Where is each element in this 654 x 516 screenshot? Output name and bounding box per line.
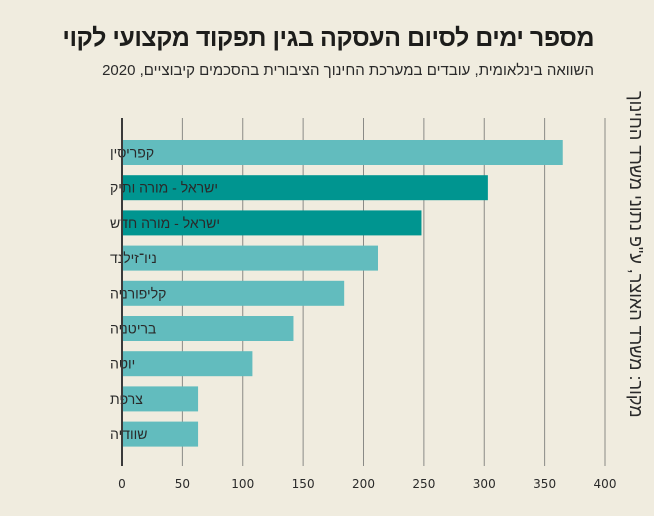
category-label: בריטניה (110, 321, 156, 337)
x-tick-label: 0 (118, 477, 126, 491)
category-label: ישראל - מורה ותיק (110, 180, 218, 196)
category-label: ניו־זילנד (110, 250, 157, 266)
x-tick-label: 100 (231, 477, 254, 491)
category-label: שוודיה (110, 426, 147, 442)
category-labels: קפריסין ישראל - מורה ותיק ישראל - מורה חדש… (110, 145, 220, 443)
bar (122, 421, 199, 447)
category-label: צרפת (110, 391, 143, 407)
x-tick-label: 350 (533, 477, 556, 491)
bar (122, 140, 563, 165)
x-tick-label: 50 (175, 477, 190, 491)
category-label: ישראל - מורה חדש (110, 215, 220, 231)
source-note: מקור: משרד האוצר, ע"פ נתוני משרד החינוך (626, 91, 646, 418)
x-tick-label: 400 (594, 477, 617, 491)
category-label: קפריסין (110, 145, 154, 161)
x-tick-label: 250 (412, 477, 435, 491)
x-tick-labels: 0 50 100 150 200 250 300 350 400 (118, 477, 616, 491)
bar (122, 316, 294, 341)
bars (122, 140, 563, 447)
chart-subtitle: השוואה בינלאומית, עובדים במערכת החינוך ה… (102, 62, 594, 79)
x-tick-label: 150 (292, 477, 315, 491)
bar (122, 351, 253, 377)
category-label: קליפורניה (110, 285, 166, 301)
bar (122, 280, 345, 306)
bar (122, 210, 422, 236)
bar (122, 386, 199, 412)
chart-title: מספר ימים לסיום העסקה בגין תפקוד מקצועי … (62, 24, 594, 52)
x-tick-label: 200 (352, 477, 375, 491)
bar (122, 175, 488, 201)
bar (122, 245, 378, 271)
x-tick-label: 300 (473, 477, 496, 491)
